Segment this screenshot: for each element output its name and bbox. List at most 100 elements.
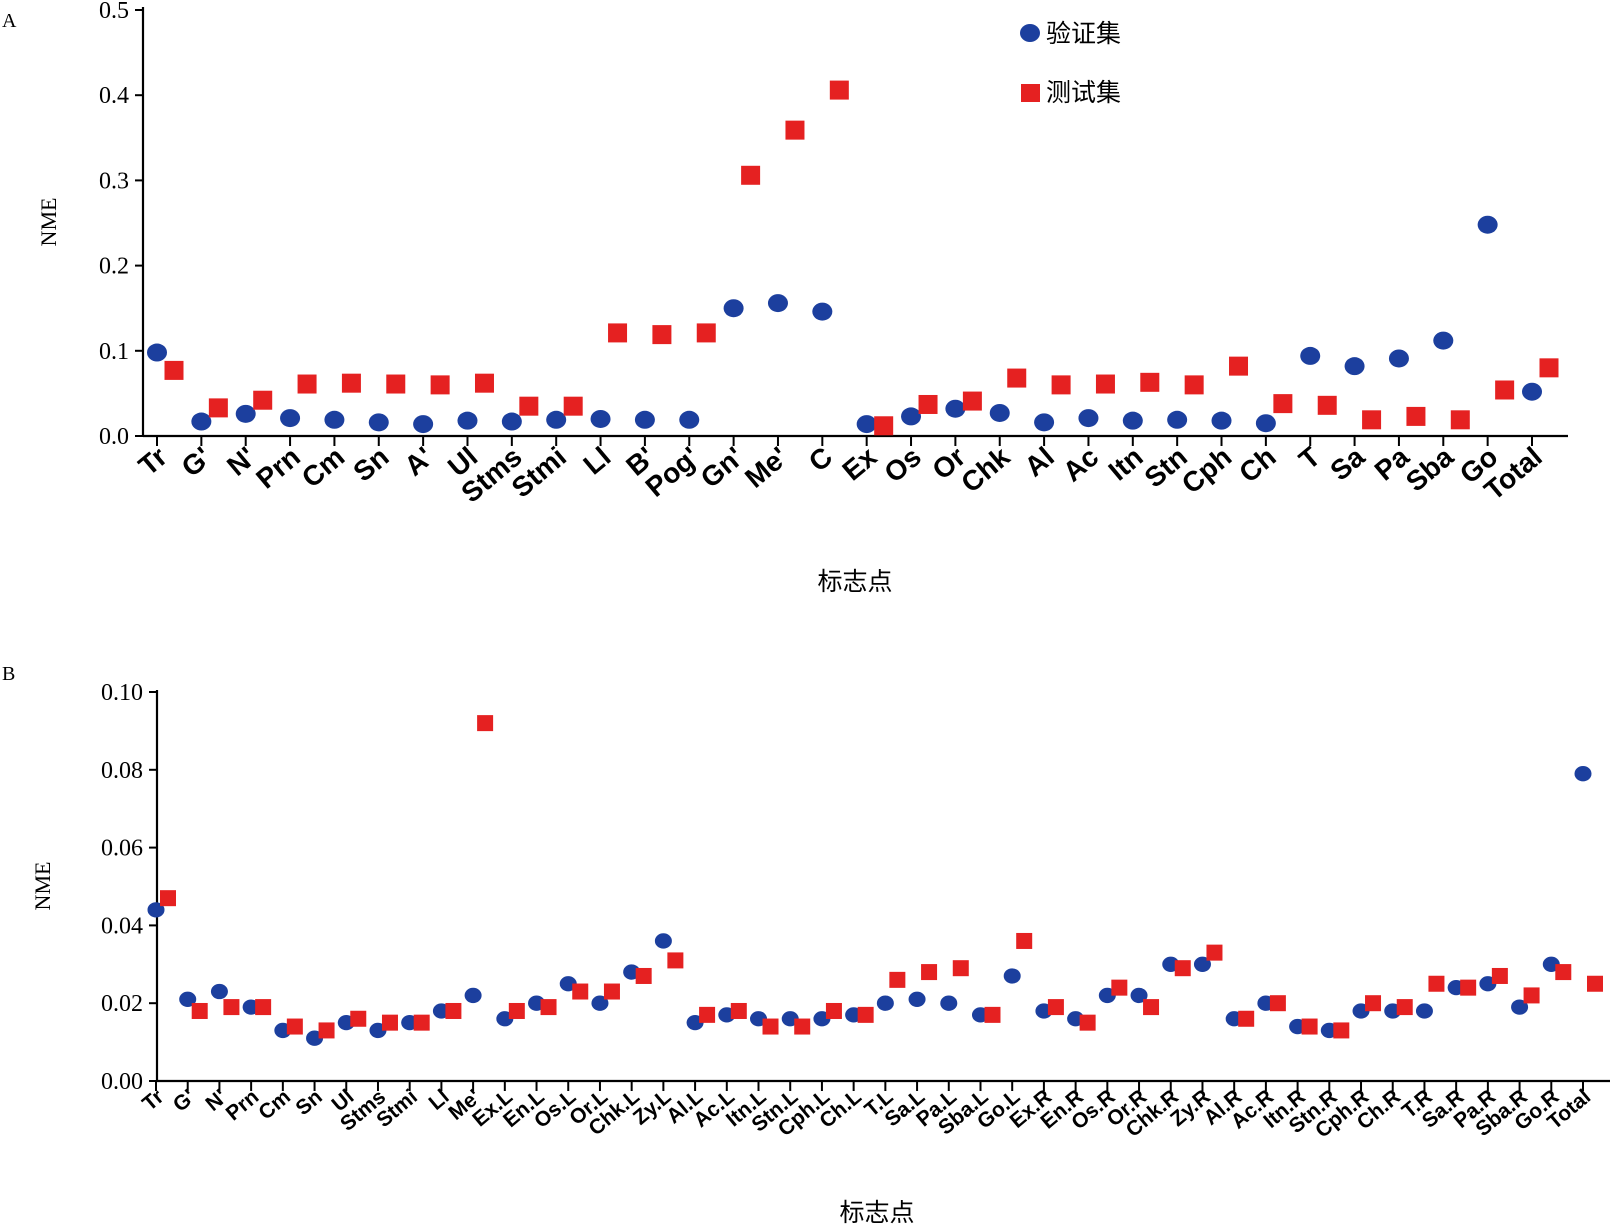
test-point <box>160 890 176 907</box>
validation-point <box>464 987 482 1004</box>
test-point <box>572 983 589 1000</box>
y-tick-label: 0.4 <box>99 83 129 109</box>
test-point <box>1007 368 1027 388</box>
test-point <box>1229 356 1249 376</box>
test-point <box>857 1006 874 1023</box>
test-point <box>1450 410 1470 430</box>
x-tick-label: Chk <box>955 441 1016 499</box>
x-tick-label: Sba <box>1400 441 1460 498</box>
test-point <box>508 1002 525 1019</box>
validation-point <box>1477 215 1498 234</box>
test-point <box>829 80 849 100</box>
test-point <box>1238 1010 1255 1027</box>
panel-a-legend: 验证集 测试集 <box>1020 19 1121 107</box>
test-point <box>1047 999 1064 1016</box>
validation-point <box>1122 411 1143 430</box>
test-point <box>921 964 938 981</box>
y-tick-label: 0.04 <box>101 913 143 939</box>
validation-point <box>1300 346 1321 365</box>
x-tick-label: Cm <box>296 441 350 494</box>
test-point <box>889 971 906 988</box>
y-tick-label: 0.3 <box>99 168 129 194</box>
x-tick-label: C <box>803 441 838 478</box>
test-point <box>1206 944 1223 961</box>
validation-point <box>1344 357 1365 376</box>
validation-point <box>235 404 256 423</box>
test-point <box>540 999 557 1016</box>
test-point <box>1362 410 1382 430</box>
legend-validation-label: 验证集 <box>1046 19 1121 48</box>
test-point <box>1095 374 1115 394</box>
test-point <box>445 1002 462 1019</box>
panel-b-label: B <box>2 663 15 685</box>
validation-point <box>723 299 744 318</box>
validation-point <box>876 995 894 1011</box>
legend-test-marker <box>1021 84 1040 102</box>
x-tick-label: A' <box>398 441 439 482</box>
test-point <box>952 960 969 977</box>
test-point <box>984 1006 1001 1023</box>
test-point <box>1587 975 1603 992</box>
y-tick-label: 0.2 <box>99 254 129 280</box>
test-point <box>563 396 583 416</box>
validation-point <box>147 343 167 362</box>
test-point <box>603 983 620 1000</box>
test-point <box>1333 1022 1350 1039</box>
test-point <box>519 396 539 416</box>
x-tick-label: Tr <box>133 441 173 482</box>
test-point <box>874 416 894 436</box>
validation-point <box>679 410 700 429</box>
validation-point <box>280 409 301 428</box>
test-point <box>1495 380 1515 400</box>
test-point <box>286 1018 303 1035</box>
test-point <box>1079 1014 1096 1031</box>
validation-point <box>324 410 345 429</box>
test-point <box>730 1002 747 1019</box>
panel-b-y-axis-label: NME <box>30 862 55 911</box>
validation-point <box>1522 382 1542 401</box>
test-point <box>1555 964 1572 981</box>
test-point <box>785 120 805 140</box>
panel-a-y-axis-label: NME <box>36 198 61 247</box>
test-point <box>667 952 684 969</box>
test-point <box>918 394 938 414</box>
test-point <box>635 967 652 984</box>
validation-point <box>210 983 228 1000</box>
validation-point <box>191 412 212 431</box>
test-point <box>1396 999 1413 1016</box>
test-point <box>255 999 272 1016</box>
validation-point <box>1574 766 1592 782</box>
validation-point <box>413 415 434 434</box>
test-point <box>825 1002 842 1019</box>
panel-b-chart: B NME 标志点 0.000.020.040.060.080.10 Tr G' N… <box>2 663 1610 1226</box>
y-tick-label: 0.1 <box>99 339 129 365</box>
validation-point <box>908 991 926 1007</box>
validation-point <box>501 412 522 431</box>
test-point <box>1273 394 1293 414</box>
test-point <box>350 1010 367 1027</box>
validation-point <box>634 410 655 429</box>
test-point <box>1143 999 1160 1016</box>
y-tick-label: 0.02 <box>101 991 143 1017</box>
test-point <box>164 360 184 380</box>
validation-point <box>1255 414 1276 433</box>
test-point <box>1406 406 1426 426</box>
test-point <box>1016 932 1033 949</box>
validation-point <box>1415 1003 1433 1019</box>
validation-point <box>856 415 877 434</box>
x-tick-label: Ac <box>1057 441 1104 488</box>
y-tick-label: 0.10 <box>101 680 143 706</box>
test-point <box>341 373 361 393</box>
validation-point <box>1211 411 1232 430</box>
y-tick-label: 0.08 <box>101 758 143 784</box>
test-point <box>794 1018 811 1035</box>
validation-point <box>1034 413 1055 432</box>
panel-b-x-axis-label: 标志点 <box>839 1198 914 1226</box>
validation-point <box>945 399 966 418</box>
test-point <box>1365 995 1382 1012</box>
test-point <box>1317 395 1337 415</box>
x-tick-label: Ll <box>577 441 616 481</box>
validation-point <box>989 403 1010 422</box>
validation-point <box>457 411 478 430</box>
